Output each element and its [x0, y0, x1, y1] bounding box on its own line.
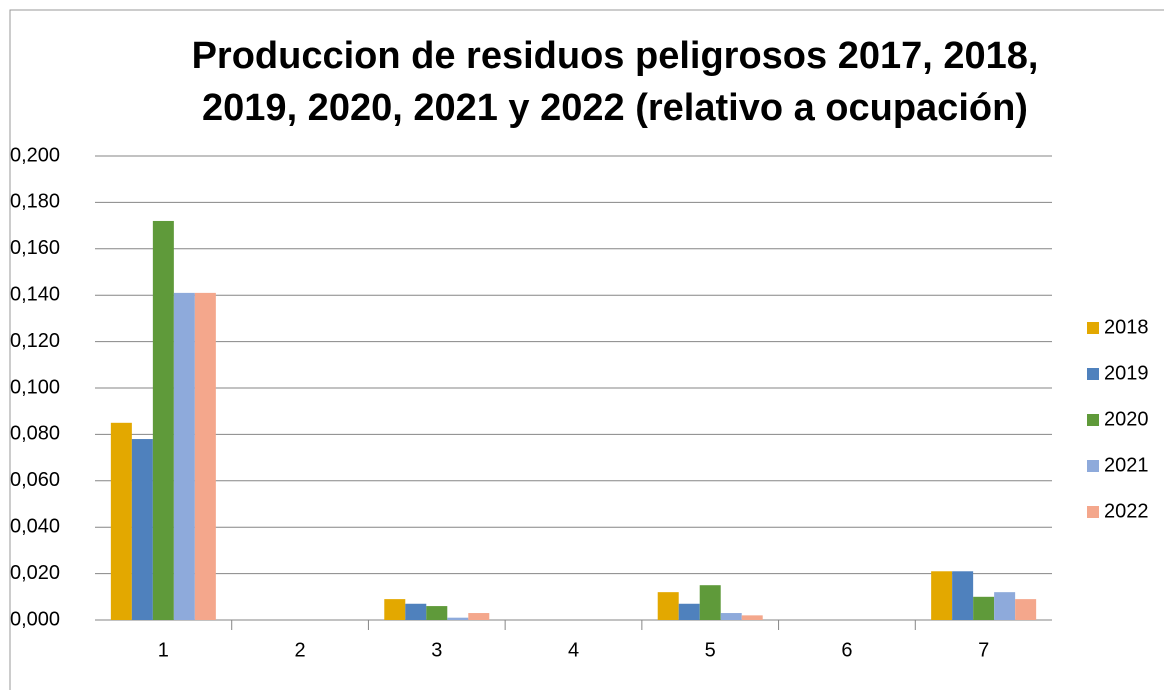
bar [741, 615, 763, 620]
y-tick-label: 0,040 [10, 515, 60, 537]
legend-label: 2019 [1104, 362, 1149, 384]
bar [931, 571, 953, 620]
bar [173, 292, 195, 620]
y-tick-label: 0,160 [10, 237, 60, 259]
bar [973, 596, 995, 620]
legend-label: 2020 [1104, 408, 1149, 430]
bar [952, 571, 974, 620]
y-tick-label: 0,080 [10, 423, 60, 445]
legend-label: 2022 [1104, 500, 1149, 522]
bar [699, 585, 721, 620]
x-tick-label: 1 [158, 639, 169, 661]
y-tick-label: 0,000 [10, 608, 60, 630]
bar [152, 220, 174, 620]
legend-swatch [1087, 368, 1099, 380]
x-tick-label: 3 [431, 639, 442, 661]
chart-title: 2019, 2020, 2021 y 2022 (relativo a ocup… [202, 87, 1028, 129]
y-tick-label: 0,120 [10, 330, 60, 352]
bar [447, 617, 469, 620]
x-tick-label: 2 [295, 639, 306, 661]
legend-swatch [1087, 322, 1099, 334]
bar [657, 592, 679, 620]
bar [426, 606, 448, 620]
chart-title: Produccion de residuos peligrosos 2017, … [192, 35, 1039, 77]
legend-swatch [1087, 460, 1099, 472]
y-tick-label: 0,020 [10, 562, 60, 584]
x-tick-label: 4 [568, 639, 579, 661]
bar [110, 422, 132, 620]
x-tick-label: 7 [978, 639, 989, 661]
bar [678, 603, 700, 620]
y-tick-label: 0,060 [10, 469, 60, 491]
y-tick-label: 0,100 [10, 376, 60, 398]
legend-label: 2021 [1104, 454, 1149, 476]
bar [1015, 599, 1037, 620]
bar [384, 599, 406, 620]
bar [468, 613, 490, 620]
legend-swatch [1087, 414, 1099, 426]
bar [194, 292, 216, 620]
y-tick-label: 0,140 [10, 283, 60, 305]
y-tick-label: 0,180 [10, 191, 60, 213]
x-tick-label: 6 [841, 639, 852, 661]
bar [405, 603, 427, 620]
bar [131, 439, 153, 620]
legend-swatch [1087, 506, 1099, 518]
y-tick-label: 0,200 [10, 144, 60, 166]
bar [994, 592, 1016, 620]
legend-label: 2018 [1104, 316, 1149, 338]
x-tick-label: 5 [705, 639, 716, 661]
bar [720, 613, 742, 620]
